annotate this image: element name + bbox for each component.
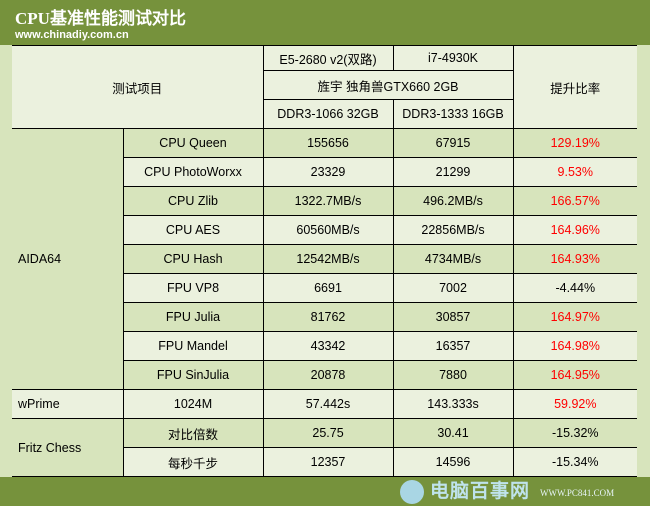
ratio: 166.57% bbox=[512, 186, 638, 216]
mem-a-header: DDR3-1066 32GB bbox=[263, 99, 394, 129]
value-a: 1322.7MB/s bbox=[262, 186, 394, 216]
table-row: CPU Hash 12542MB/s 4734MB/s 164.93% bbox=[12, 244, 638, 274]
test-name: CPU PhotoWorxx bbox=[123, 157, 264, 187]
ratio-header: 提升比率 bbox=[512, 45, 638, 129]
test-name: FPU VP8 bbox=[123, 273, 264, 303]
footer-bar bbox=[0, 477, 650, 506]
table-row: wPrime 1024M 57.442s 143.333s 59.92% bbox=[12, 389, 638, 419]
watermark-url: WWW.PC841.COM bbox=[540, 488, 615, 498]
value-a: 25.75 bbox=[262, 418, 394, 448]
value-a: 6691 bbox=[262, 273, 394, 303]
value-a: 57.442s bbox=[262, 389, 394, 419]
ratio: -15.32% bbox=[512, 418, 638, 448]
ratio: 9.53% bbox=[512, 157, 638, 187]
ratio: 164.97% bbox=[512, 302, 638, 332]
group-label: wPrime bbox=[12, 389, 124, 419]
test-name: CPU Queen bbox=[122, 128, 264, 158]
watermark-name: 电脑百事网 bbox=[430, 481, 531, 502]
test-name: FPU Julia bbox=[123, 302, 264, 332]
table-row: 每秒千步 12357 14596 -15.34% bbox=[12, 447, 638, 477]
ratio: -4.44% bbox=[512, 273, 638, 303]
table-row: AIDA64 CPU Queen 155656 67915 129.19% bbox=[12, 128, 638, 390]
test-name: CPU AES bbox=[123, 215, 264, 245]
table-row: CPU Zlib 1322.7MB/s 496.2MB/s 166.57% bbox=[12, 186, 638, 216]
cpu-b-header: i7-4930K bbox=[392, 45, 514, 71]
value-b: 16357 bbox=[392, 331, 514, 361]
value-a: 60560MB/s bbox=[262, 215, 394, 245]
value-b: 4734MB/s bbox=[392, 244, 514, 274]
value-b: 496.2MB/s bbox=[392, 186, 514, 216]
test-name: 每秒千步 bbox=[123, 447, 264, 477]
ratio: -15.34% bbox=[512, 447, 638, 477]
ratio: 59.92% bbox=[512, 389, 638, 419]
mem-b-header: DDR3-1333 16GB bbox=[392, 99, 514, 129]
cpu-a-header: E5-2680 v2(双路) bbox=[262, 45, 394, 71]
value-b: 30857 bbox=[392, 302, 514, 332]
right-margin bbox=[637, 45, 650, 477]
watermark-icon bbox=[400, 480, 424, 504]
value-a: 23329 bbox=[262, 157, 394, 187]
watermark-logo: 电脑百事网 WWW.PC841.COM bbox=[400, 479, 645, 505]
page-title: CPU基准性能测试对比 bbox=[15, 9, 186, 28]
item-header: 测试项目 bbox=[12, 45, 264, 129]
value-a: 12542MB/s bbox=[262, 244, 394, 274]
value-a: 81762 bbox=[262, 302, 394, 332]
ratio: 129.19% bbox=[512, 128, 638, 158]
value-b: 143.333s bbox=[392, 389, 514, 419]
table-row: FPU Julia 81762 30857 164.97% bbox=[12, 302, 638, 332]
ratio: 164.98% bbox=[512, 331, 638, 361]
value-b: 7002 bbox=[392, 273, 514, 303]
value-b: 67915 bbox=[392, 128, 514, 158]
ratio: 164.96% bbox=[512, 215, 638, 245]
value-b: 22856MB/s bbox=[392, 215, 514, 245]
table-row: FPU VP8 6691 7002 -4.44% bbox=[12, 273, 638, 303]
ratio: 164.95% bbox=[512, 360, 638, 390]
test-name: FPU Mandel bbox=[123, 331, 264, 361]
value-b: 14596 bbox=[392, 447, 514, 477]
site-url: www.chinadiy.com.cn bbox=[15, 29, 129, 41]
header-banner: CPU基准性能测试对比 www.chinadiy.com.cn bbox=[0, 0, 650, 45]
test-name: 1024M bbox=[122, 389, 264, 419]
value-a: 155656 bbox=[262, 128, 394, 158]
value-a: 12357 bbox=[262, 447, 394, 477]
test-name: FPU SinJulia bbox=[123, 360, 264, 390]
benchmark-table: 测试项目 E5-2680 v2(双路) i7-4930K 提升比率 旌宇 独角兽… bbox=[12, 45, 638, 477]
value-b: 21299 bbox=[392, 157, 514, 187]
ratio: 164.93% bbox=[512, 244, 638, 274]
value-b: 7880 bbox=[392, 360, 514, 390]
gpu-header: 旌宇 独角兽GTX660 2GB bbox=[263, 70, 514, 100]
group-label: AIDA64 bbox=[12, 128, 124, 390]
test-name: 对比倍数 bbox=[122, 418, 264, 448]
test-name: CPU Hash bbox=[123, 244, 264, 274]
value-a: 43342 bbox=[262, 331, 394, 361]
group-label: Fritz Chess bbox=[12, 418, 124, 477]
table-row: Fritz Chess 对比倍数 25.75 30.41 -15.32% bbox=[12, 418, 638, 477]
value-b: 30.41 bbox=[392, 418, 514, 448]
value-a: 20878 bbox=[262, 360, 394, 390]
test-name: CPU Zlib bbox=[123, 186, 264, 216]
